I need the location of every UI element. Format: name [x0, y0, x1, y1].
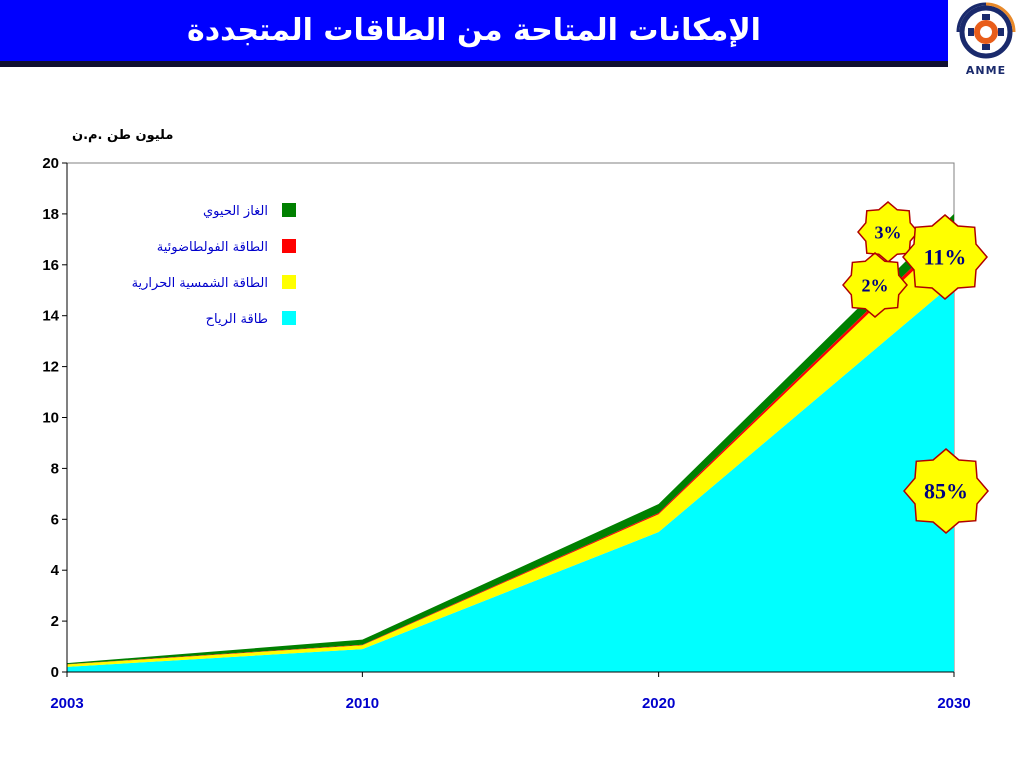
y-tick-label: 4: [51, 562, 60, 579]
percentage-badge-label: 3%: [875, 222, 902, 242]
legend-label: الغاز الحيوي: [203, 204, 268, 219]
legend-swatch: [282, 275, 296, 289]
percentage-badge-label: 2%: [862, 275, 889, 295]
y-tick-label: 20: [42, 155, 59, 172]
axes: 0 2 4 6 8 10 12 14 16 18 20 2003 2010 2020 2030: [42, 155, 970, 712]
y-tick-label: 10: [42, 410, 59, 427]
percentage-badge-label: 85%: [924, 479, 968, 504]
x-tick-label: 2003: [50, 695, 83, 712]
y-tick-label: 18: [42, 206, 59, 223]
legend-swatch: [282, 239, 296, 253]
percentage-badge-star: [902, 214, 988, 300]
legend-label: الطاقة الشمسية الحرارية: [132, 276, 268, 291]
legend-label: الطاقة الفولطاضوئية: [157, 240, 268, 255]
y-tick-label: 16: [42, 257, 59, 274]
x-tick-label: 2010: [346, 695, 379, 712]
legend-swatch: [282, 311, 296, 325]
area-series: [67, 213, 954, 672]
percentage-badge-label: 11%: [924, 245, 967, 270]
x-tick-label: 2030: [937, 695, 970, 712]
y-tick-label: 12: [42, 359, 59, 376]
area-series-1: [67, 231, 954, 667]
y-tick-label: 8: [51, 460, 59, 477]
title-rule: [0, 61, 948, 67]
y-tick-label: 14: [42, 308, 59, 325]
y-tick-label: 2: [51, 613, 59, 630]
area-series-0: [67, 282, 954, 672]
percentage-badges: 3% 11% 2% 85%: [842, 201, 989, 534]
title-bar: الإمكانات المتاحة من الطاقات المتجددة: [0, 0, 948, 61]
percentage-badge-star: [903, 448, 989, 534]
y-tick-label: 6: [51, 511, 59, 528]
legend-swatch: [282, 203, 296, 217]
percentage-badge-star: [842, 252, 908, 318]
legend-label: طاقة الرياح: [206, 312, 268, 327]
y-tick-label: 0: [51, 664, 59, 681]
logo-caption: ANME: [965, 64, 1007, 77]
logo-emblem-icon: [956, 2, 1016, 59]
y-axis-unit-label: مليون طن .م.ن: [72, 128, 174, 143]
area-series-3: [67, 213, 954, 665]
anme-logo: [948, 0, 1024, 92]
slide-title: الإمكانات المتاحة من الطاقات المتجددة: [187, 13, 761, 48]
legend: الغاز الحيوي الطاقة الفولطاضوئية الطاقة ال…: [132, 203, 296, 327]
x-tick-label: 2020: [642, 695, 675, 712]
